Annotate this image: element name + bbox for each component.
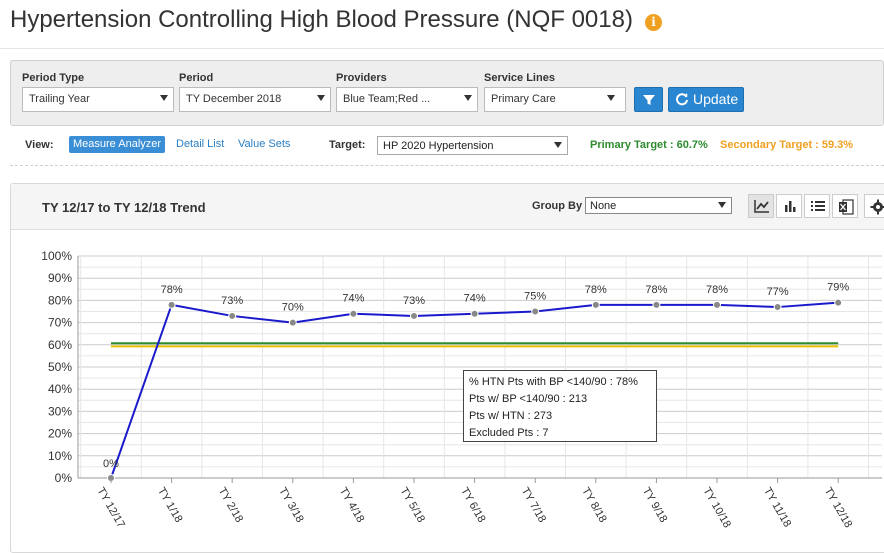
y-tick-label: 10% — [48, 449, 72, 463]
data-point — [411, 312, 418, 319]
data-point — [168, 301, 175, 308]
y-tick-label: 90% — [48, 271, 72, 285]
y-tick-label: 100% — [41, 249, 72, 263]
x-tick-label: TY 2/18 — [216, 486, 246, 525]
y-tick-label: 0% — [55, 471, 73, 485]
x-tick-label: TY 12/18 — [822, 486, 855, 530]
x-tick-label: TY 9/18 — [640, 486, 670, 525]
data-label: 73% — [221, 295, 243, 307]
data-label: 74% — [464, 293, 486, 305]
data-label: 75% — [524, 291, 546, 303]
data-label: 78% — [706, 284, 728, 296]
x-tick-label: TY 5/18 — [397, 486, 427, 525]
tooltip-line: % HTN Pts with BP <140/90 : 78% — [469, 374, 651, 391]
x-tick-label: TY 7/18 — [519, 486, 549, 525]
data-point — [835, 299, 842, 306]
y-tick-label: 60% — [48, 338, 72, 352]
data-point — [653, 301, 660, 308]
data-label: 77% — [767, 286, 789, 298]
data-point — [350, 310, 357, 317]
data-label: 78% — [161, 284, 183, 296]
tooltip-line: Excluded Pts : 7 — [469, 425, 651, 442]
x-tick-label: TY 12/17 — [94, 486, 127, 530]
x-tick-label: TY 8/18 — [579, 486, 609, 525]
y-tick-label: 70% — [48, 316, 72, 330]
data-label: 70% — [282, 302, 304, 314]
x-tick-label: TY 11/18 — [761, 486, 793, 530]
y-tick-label: 80% — [48, 293, 72, 307]
data-label: 79% — [827, 282, 849, 294]
chart-tooltip: % HTN Pts with BP <140/90 : 78% Pts w/ B… — [463, 370, 657, 442]
data-point — [714, 301, 721, 308]
x-tick-label: TY 3/18 — [276, 486, 306, 525]
x-tick-label: TY 1/18 — [155, 486, 185, 525]
data-point — [471, 310, 478, 317]
data-label: 0% — [103, 458, 119, 470]
x-tick-label: TY 4/18 — [337, 486, 367, 525]
tooltip-line: Pts w/ BP <140/90 : 213 — [469, 391, 651, 408]
x-tick-label: TY 10/18 — [700, 486, 733, 530]
data-label: 74% — [342, 293, 364, 305]
x-tick-label: TY 6/18 — [458, 486, 488, 525]
data-label: 78% — [645, 284, 667, 296]
data-label: 73% — [403, 295, 425, 307]
y-tick-label: 50% — [48, 360, 72, 374]
y-tick-label: 40% — [48, 382, 72, 396]
data-point — [229, 312, 236, 319]
data-point — [289, 319, 296, 326]
data-point — [532, 308, 539, 315]
y-tick-label: 20% — [48, 427, 72, 441]
data-point — [774, 304, 781, 311]
data-point — [592, 301, 599, 308]
y-tick-label: 30% — [48, 404, 72, 418]
tooltip-line: Pts w/ HTN : 273 — [469, 408, 651, 425]
data-label: 78% — [585, 284, 607, 296]
